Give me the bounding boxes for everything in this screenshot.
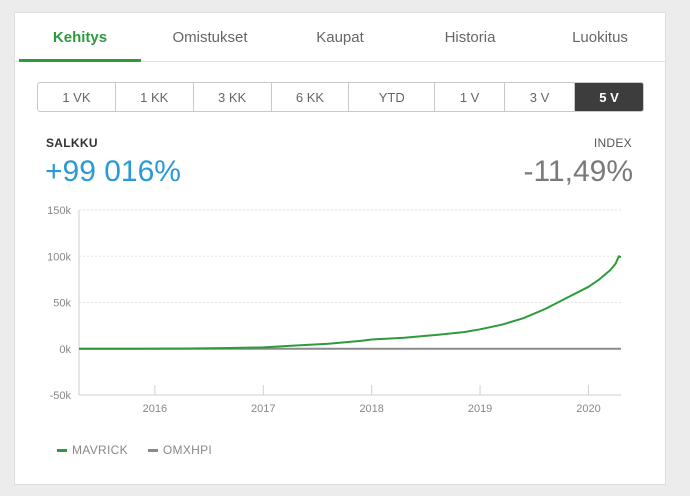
y-tick-label: 50k <box>53 298 71 310</box>
period-6kk-button[interactable]: 6 KK <box>272 83 350 111</box>
legend-swatch-mavrick <box>57 448 67 452</box>
period-3kk-button[interactable]: 3 KK <box>194 83 272 111</box>
x-tick-label: 2017 <box>251 403 275 415</box>
tab-kaupat[interactable]: Kaupat <box>316 28 364 46</box>
x-tick-label: 2020 <box>576 403 600 415</box>
period-ytd-button[interactable]: YTD <box>349 83 436 111</box>
period-5v-button[interactable]: 5 V <box>575 83 643 111</box>
legend-swatch-omxhpi <box>147 448 158 452</box>
y-tick-label: 150k <box>47 205 71 217</box>
period-selector: 1 VK 1 KK 3 KK 6 KK YTD 1 V 3 V 5 V <box>37 82 644 112</box>
period-1kk-button[interactable]: 1 KK <box>116 83 194 111</box>
tab-luokitus[interactable]: Luokitus <box>572 28 628 46</box>
series-line-mavrick <box>78 255 622 350</box>
y-tick-label: -50k <box>50 390 72 402</box>
y-tick-label: 0k <box>59 344 71 356</box>
x-tick-label: 2016 <box>143 403 167 415</box>
performance-chart: 150k 100k 50k 0k -50k 2016 2017 2018 2019 2020 <box>47 205 622 415</box>
tab-bar: Kehitys Omistukset Kaupat Historia Luoki… <box>15 13 665 62</box>
tab-omistukset[interactable]: Omistukset <box>172 28 248 46</box>
tab-historia[interactable]: Historia <box>444 28 496 46</box>
tab-kehitys[interactable]: Kehitys <box>15 13 145 62</box>
chart-legend: MAVRICK OMXHPI <box>57 443 212 457</box>
x-tick-label: 2018 <box>359 403 383 415</box>
legend-item-mavrick[interactable]: MAVRICK <box>57 443 128 457</box>
portfolio-return-value: +99 016% <box>45 155 181 188</box>
portfolio-label: SALKKU <box>46 136 98 150</box>
y-tick-label: 100k <box>47 251 71 263</box>
legend-label-mavrick: MAVRICK <box>72 443 128 457</box>
portfolio-card: Kehitys Omistukset Kaupat Historia Luoki… <box>14 12 666 485</box>
legend-item-omxhpi[interactable]: OMXHPI <box>147 443 213 457</box>
x-tick-label: 2019 <box>468 403 492 415</box>
legend-label-omxhpi: OMXHPI <box>162 443 213 457</box>
period-1v-button[interactable]: 1 V <box>435 83 506 111</box>
index-label: INDEX <box>593 136 632 150</box>
period-1vk-button[interactable]: 1 VK <box>38 83 116 111</box>
period-3v-button[interactable]: 3 V <box>505 83 576 111</box>
index-return-value: -11,49% <box>523 155 633 188</box>
